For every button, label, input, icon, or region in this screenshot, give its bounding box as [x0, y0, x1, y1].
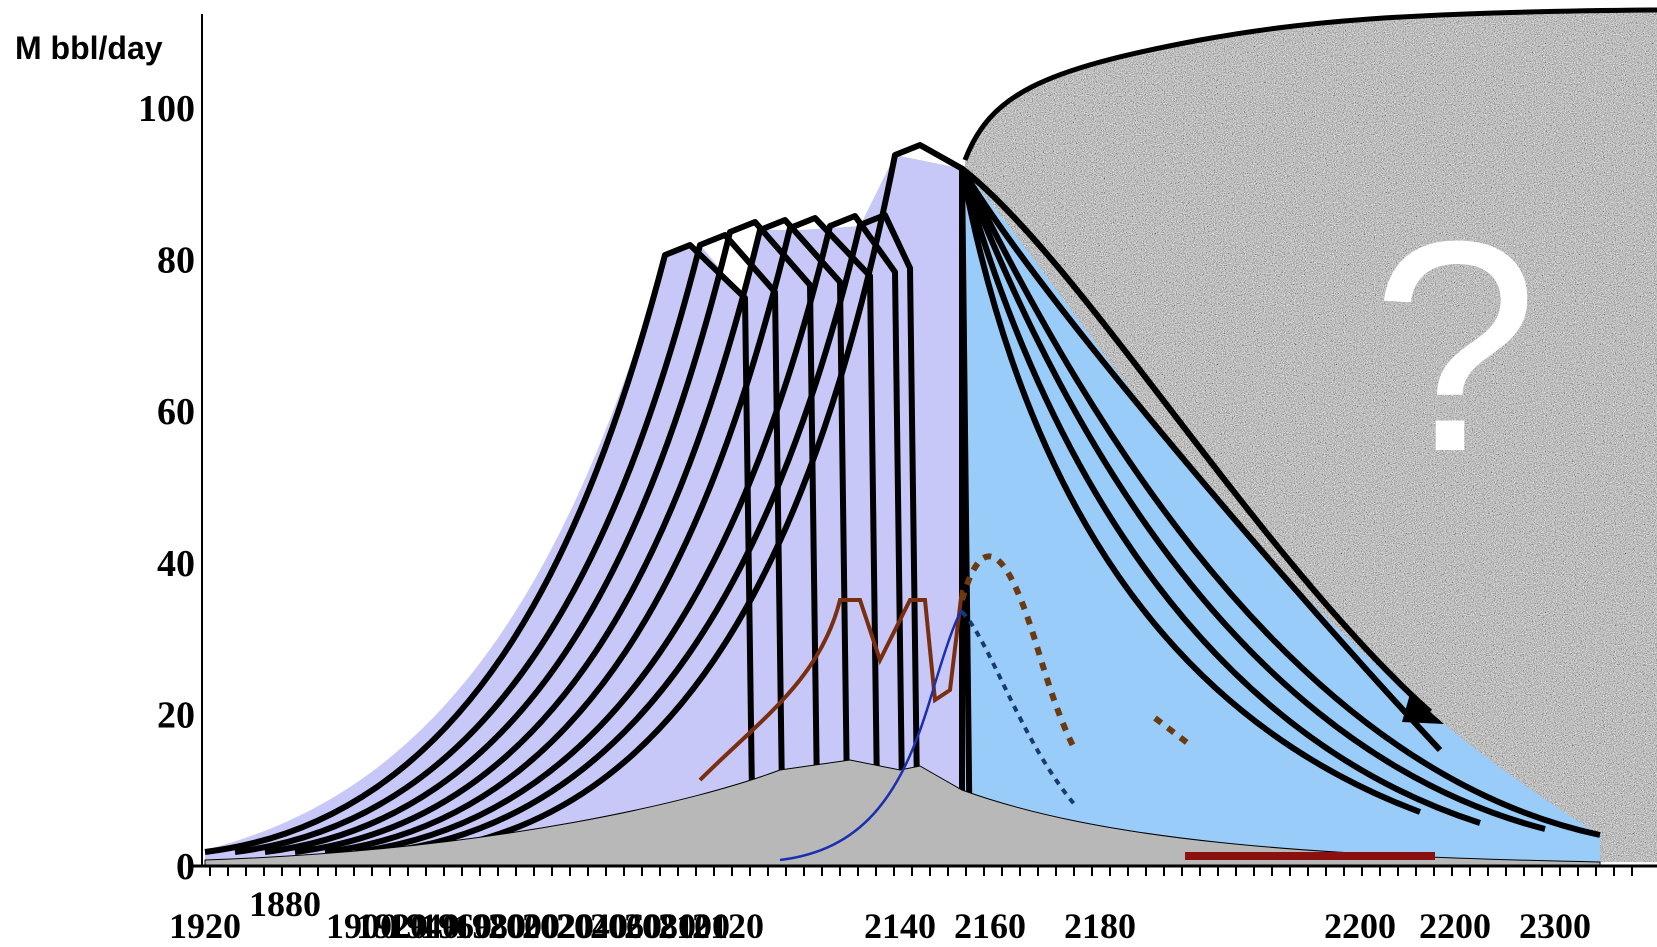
forecast-decline-line [959, 167, 1601, 838]
x-tick-label: 2000 [488, 906, 560, 946]
y-tick-label: 40 [157, 543, 195, 585]
x-tick-label: 2300 [1519, 906, 1591, 946]
brown-series-line [698, 589, 964, 782]
x-tick-label: 2180 [1064, 906, 1136, 946]
x-tick-label: 2020 [522, 906, 594, 946]
x-tick-label: 1880 [249, 884, 321, 924]
x-tick-label: 2040 [556, 906, 628, 946]
forecast-arrow-line [960, 166, 1433, 715]
x-tick-label: 2080 [624, 906, 696, 946]
x-tick-label: 2200 [1419, 906, 1491, 946]
brown-dotted-segment [1153, 715, 1192, 748]
x-tick-labels: 1920188019001920194019601980200020202040… [169, 884, 1591, 946]
regional-series [204, 553, 1601, 867]
historical-wave-line [419, 142, 973, 867]
x-tick-label: 1940 [388, 906, 460, 946]
historical-wave-line [234, 232, 786, 867]
y-axis-label: M bbl/day [15, 30, 163, 66]
forecast-area [962, 168, 1600, 866]
x-tick-label: 1920 [169, 906, 241, 946]
x-tick-label: 1980 [454, 906, 526, 946]
x-tick-label: 1900 [326, 906, 398, 946]
x-tick-label: 1920 [356, 906, 428, 946]
y-tick-labels: 0 20 40 60 80 100 [138, 88, 195, 888]
navy-dotted-forecast [960, 610, 1077, 807]
y-tick-label: 20 [157, 694, 195, 736]
y-tick-label: 0 [176, 846, 195, 888]
x-tick-label: 2100 [658, 906, 730, 946]
forecast-decline-fan [959, 166, 1601, 866]
x-minor-ticks [209, 866, 1633, 876]
forecast-decline-line [959, 167, 1546, 832]
x-tick-label: 2140 [864, 906, 936, 946]
historical-wave-line [384, 212, 921, 867]
x-tick-label: 2060 [590, 906, 662, 946]
historical-wave-line [264, 219, 821, 867]
y-tick-label: 100 [138, 88, 195, 130]
historical-wave-line [324, 215, 881, 867]
forecast-decline-line [959, 168, 1422, 815]
forecast-decline-line [959, 167, 1481, 826]
y-tick-label: 80 [157, 240, 195, 282]
question-mark-annotation: ? [1372, 178, 1539, 514]
forecast-decline-line [959, 167, 1443, 753]
red-bottom-band [1185, 852, 1435, 860]
x-tick-label: 2120 [692, 906, 764, 946]
historical-forecast-waves [204, 142, 973, 867]
historical-wave-line [294, 217, 851, 867]
blue-series-line [779, 609, 964, 862]
axes [190, 14, 1657, 876]
x-tick-label: 2200 [1324, 906, 1396, 946]
historical-wave-line [354, 213, 906, 867]
y-tick-label: 60 [157, 391, 195, 433]
x-tick-label: 2160 [954, 906, 1026, 946]
historical-wave-line [204, 242, 756, 867]
x-tick-label: 1960 [420, 906, 492, 946]
